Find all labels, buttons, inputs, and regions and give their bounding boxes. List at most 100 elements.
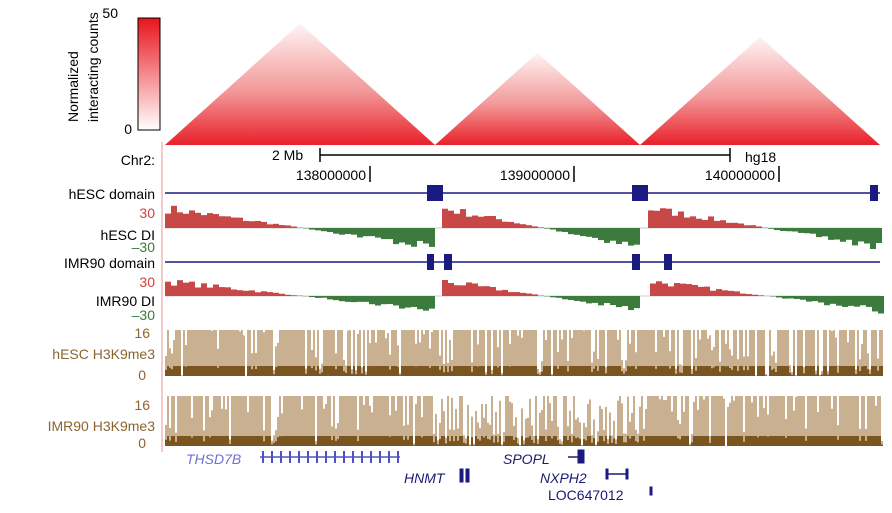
signal-bar [195,436,197,446]
signal-bar [707,366,709,376]
signal-bar [269,436,271,446]
di-bar [526,225,532,228]
di-bar [574,296,580,301]
signal-bar [589,436,591,446]
signal-bar [199,366,201,376]
signal-bar [855,436,857,446]
di-bar [592,228,598,238]
signal-bar [253,366,255,376]
signal-bar [579,439,581,446]
signal-bar [725,366,727,376]
colorbar-label: Normalized [65,51,81,122]
signal-bar [215,436,217,446]
signal-bar [463,366,465,376]
di-bar [674,283,680,296]
signal-bar [545,366,547,376]
signal-bar [685,436,687,446]
signal-bar [315,445,317,446]
signal-bar [231,366,233,376]
di-bar [472,283,478,296]
di-bar [686,284,692,296]
signal-bar [873,436,875,446]
signal-bar [399,436,401,446]
signal-bar [551,438,553,446]
signal-bar [395,366,397,376]
signal-bar [743,370,745,376]
di-bar [195,287,201,296]
signal-bar [555,436,557,446]
signal-bar [525,366,527,376]
di-bar [848,296,854,306]
signal-bar [713,436,715,446]
signal-bar [801,366,803,376]
signal-bar [357,366,359,376]
signal-bar [291,436,293,446]
signal-bar [193,366,195,376]
signal-bar [855,374,857,376]
signal-bar [363,436,365,446]
signal-bar [651,366,653,376]
signal-bar [697,366,699,376]
colorbar-min: 0 [124,121,132,137]
signal-bar [495,366,497,376]
signal-bar [853,366,855,376]
axis-label: 30 [139,274,155,290]
signal-bar [341,366,343,376]
signal-bar [307,366,309,376]
di-bar [714,221,720,228]
signal-bar [677,366,679,376]
signal-bar [387,436,389,446]
signal-bar [481,436,483,446]
di-bar [680,284,686,296]
signal-bar [673,366,675,376]
di-bar [616,228,622,244]
signal-bar [719,372,721,376]
signal-bar [783,366,785,376]
di-bar [363,296,369,302]
di-bar [327,228,333,232]
signal-bar [253,436,255,446]
signal-bar [881,444,883,446]
di-bar [716,289,722,296]
signal-bar [233,366,235,376]
di-bar [866,296,872,307]
signal-bar [635,441,637,446]
signal-bar [207,436,209,446]
signal-bar [315,370,317,376]
signal-bar [401,366,403,376]
domain-boundary [427,185,443,201]
signal-bar [537,444,539,446]
signal-bar [825,436,827,446]
signal-bar [269,366,271,376]
di-bar [514,223,520,228]
di-bar [171,206,177,228]
exon [289,451,291,463]
di-bar [285,295,291,296]
di-bar [698,287,704,296]
signal-bar [811,436,813,446]
signal-bar [765,375,767,376]
signal-bar [687,436,689,446]
signal-bar [579,366,581,376]
signal-bar [789,436,791,446]
signal-bar [455,366,457,376]
di-bar [604,228,610,243]
signal-bar [571,442,573,446]
di-bar [351,228,357,235]
track-label: IMR90 H3K9me3 [48,418,156,434]
signal-bar [547,436,549,446]
di-bar [776,296,782,297]
di-bar [490,216,496,228]
di-bar [225,287,231,296]
signal-bar [367,436,369,446]
di-bar [774,228,780,230]
signal-bar [621,436,623,446]
signal-bar [881,366,883,376]
di-bar [249,290,255,296]
signal-bar [297,436,299,446]
signal-bar [727,436,729,446]
di-bar [351,296,357,302]
signal-bar [285,366,287,376]
signal-bar [721,436,723,446]
signal-bar [735,436,737,446]
